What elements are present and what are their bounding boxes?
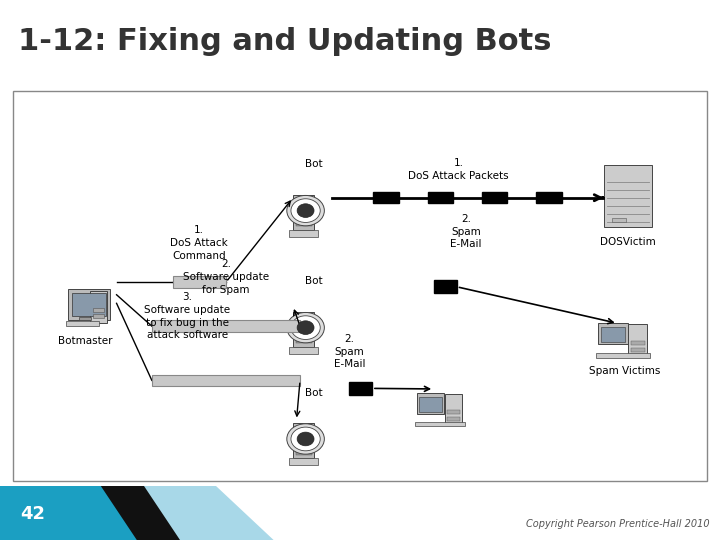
Bar [631,341,644,345]
Bar [289,458,318,465]
Polygon shape [144,486,274,540]
Bar [295,217,312,220]
Text: Botmaster: Botmaster [58,336,112,347]
Bar [601,327,625,342]
Bar [428,192,453,204]
Bar [79,317,91,320]
Bar [73,293,106,316]
Bar [374,192,399,204]
Bar [295,212,312,215]
Circle shape [287,424,324,454]
Text: 1.
DoS Attack
Command: 1. DoS Attack Command [170,225,228,260]
FancyBboxPatch shape [445,394,462,423]
Bar [152,375,300,386]
Bar [295,440,312,443]
Text: 2.
Spam
E-Mail: 2. Spam E-Mail [333,334,365,369]
Circle shape [297,321,314,334]
Text: 1-12: Fixing and Updating Bots: 1-12: Fixing and Updating Bots [18,27,552,56]
Circle shape [297,204,314,218]
Circle shape [297,432,314,446]
Polygon shape [0,486,202,540]
Circle shape [291,199,320,222]
FancyBboxPatch shape [604,165,652,227]
Text: Spam Victims: Spam Victims [589,366,660,376]
Polygon shape [101,486,209,540]
Bar [482,192,508,204]
Bar [66,321,99,326]
FancyBboxPatch shape [293,312,315,347]
Bar [93,308,104,312]
Text: Bot: Bot [305,276,323,286]
Bar [447,410,460,414]
Bar [289,230,318,237]
Text: DOSVictim: DOSVictim [600,237,656,247]
FancyBboxPatch shape [598,323,628,345]
Bar [289,347,318,354]
Bar [596,353,650,357]
FancyBboxPatch shape [629,323,647,354]
Bar [295,223,312,226]
Bar [173,276,226,288]
Bar [536,192,562,204]
Text: 2.
Spam
E-Mail: 2. Spam E-Mail [450,214,482,249]
FancyBboxPatch shape [90,291,107,322]
Bar [295,340,312,343]
Bar [420,397,441,412]
Text: Bot: Bot [305,388,323,397]
Bar [349,382,372,395]
Bar [612,218,626,222]
Circle shape [291,427,320,451]
Bar [295,451,312,455]
FancyBboxPatch shape [293,195,315,230]
Bar [415,422,465,426]
Bar [152,320,300,332]
Bar [434,280,456,293]
Bar [295,328,312,332]
Circle shape [291,316,320,340]
Text: 1.
DoS Attack Packets: 1. DoS Attack Packets [408,158,509,180]
Circle shape [287,313,324,343]
Text: Bot: Bot [305,159,323,169]
FancyBboxPatch shape [417,393,444,414]
Text: 3.
Software update
to fix bug in the
attack software: 3. Software update to fix bug in the att… [144,292,230,340]
Bar [447,417,460,421]
Text: 42: 42 [20,505,45,523]
Bar [93,314,104,319]
Bar [631,348,644,352]
Text: Copyright Pearson Prentice-Hall 2010: Copyright Pearson Prentice-Hall 2010 [526,519,709,529]
Bar [295,334,312,338]
Circle shape [287,195,324,226]
FancyBboxPatch shape [293,423,315,458]
FancyBboxPatch shape [68,289,110,320]
Bar [295,446,312,449]
Text: 2.
Software update
for Spam: 2. Software update for Spam [183,259,269,295]
